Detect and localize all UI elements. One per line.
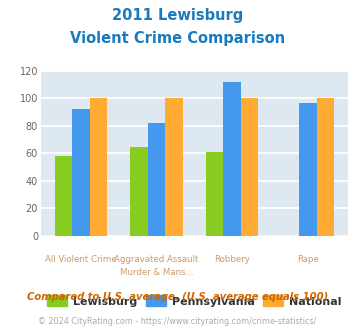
Bar: [317, 98, 334, 236]
Text: All Violent Crime: All Violent Crime: [45, 255, 117, 264]
Text: Aggravated Assault: Aggravated Assault: [114, 255, 199, 264]
Text: © 2024 CityRating.com - https://www.cityrating.com/crime-statistics/: © 2024 CityRating.com - https://www.city…: [38, 317, 317, 326]
Bar: [224, 82, 241, 236]
Text: 2011 Lewisburg: 2011 Lewisburg: [112, 8, 243, 23]
Bar: [206, 152, 224, 236]
Bar: [55, 156, 72, 236]
Text: Murder & Mans...: Murder & Mans...: [120, 268, 193, 277]
Text: Rape: Rape: [297, 255, 319, 264]
Bar: [241, 98, 258, 236]
Legend: Lewisburg, Pennsylvania, National: Lewisburg, Pennsylvania, National: [43, 291, 346, 311]
Bar: [130, 147, 148, 236]
Text: Violent Crime Comparison: Violent Crime Comparison: [70, 31, 285, 46]
Bar: [89, 98, 107, 236]
Bar: [148, 123, 165, 236]
Bar: [165, 98, 182, 236]
Bar: [72, 110, 89, 236]
Text: Compared to U.S. average. (U.S. average equals 100): Compared to U.S. average. (U.S. average …: [27, 292, 328, 302]
Bar: [299, 103, 317, 236]
Text: Robbery: Robbery: [214, 255, 250, 264]
